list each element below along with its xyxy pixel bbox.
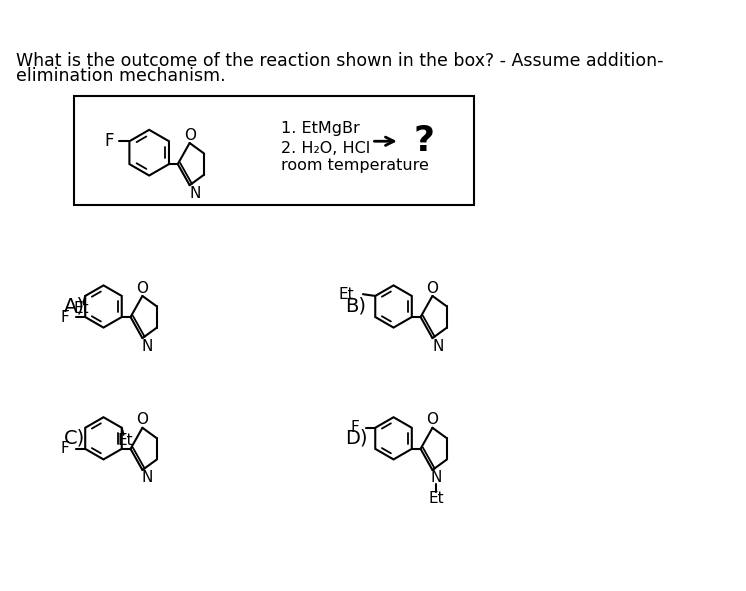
Text: Et: Et (339, 287, 354, 301)
Text: F: F (60, 310, 69, 324)
Text: B): B) (345, 297, 366, 316)
Text: F: F (104, 132, 113, 150)
Text: N: N (430, 470, 442, 485)
Text: elimination mechanism.: elimination mechanism. (16, 67, 226, 86)
Text: N: N (142, 470, 154, 485)
Text: O: O (137, 413, 148, 427)
Text: Et: Et (428, 492, 444, 506)
Text: F: F (351, 420, 360, 436)
Text: N: N (189, 186, 201, 200)
Bar (75, 96, 474, 206)
Text: O: O (184, 128, 195, 142)
Text: What is the outcome of the reaction shown in the box? - Assume addition-: What is the outcome of the reaction show… (16, 51, 664, 70)
Text: O: O (427, 413, 439, 427)
Text: Et: Et (117, 433, 133, 447)
Text: 1. EtMgBr: 1. EtMgBr (281, 121, 360, 135)
Text: N: N (432, 339, 443, 353)
Text: room temperature: room temperature (281, 158, 429, 173)
Text: N: N (142, 339, 154, 353)
Text: O: O (427, 281, 439, 296)
Text: O: O (137, 281, 148, 296)
Text: Et: Et (74, 301, 90, 316)
Text: D): D) (345, 429, 368, 448)
Text: 2. H₂O, HCl: 2. H₂O, HCl (281, 141, 370, 156)
Text: A): A) (64, 297, 85, 316)
Text: C): C) (64, 429, 85, 448)
Text: F: F (60, 441, 69, 456)
Text: ?: ? (414, 124, 435, 158)
